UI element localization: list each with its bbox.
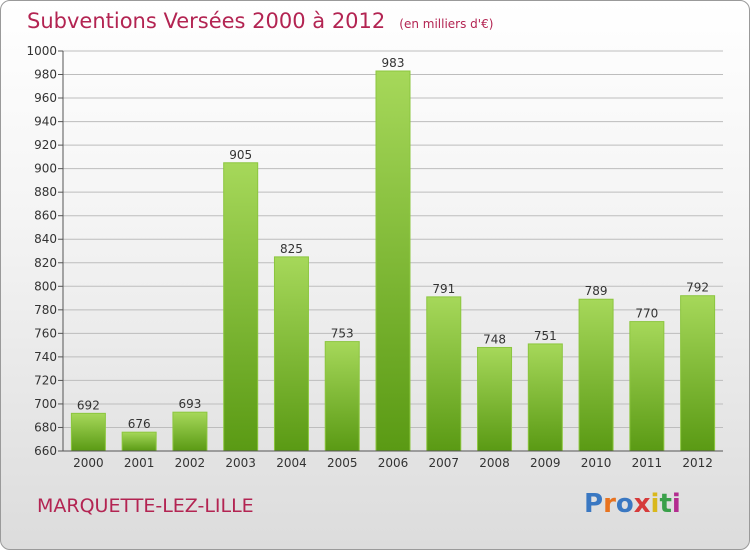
y-tick-label-780: 780 [34,303,57,317]
bar-2001 [121,431,157,452]
value-label-2010: 789 [585,284,608,298]
x-tick-label-2012: 2012 [682,456,713,470]
x-tick-label-2001: 2001 [124,456,155,470]
x-tick-label-2000: 2000 [73,456,104,470]
bar-layer: 692 676 693 905 825 753 983 791 748 751 789 770 792 [70,56,716,452]
bar-2003 [223,162,259,452]
y-tick-label-1000: 1000 [26,44,57,58]
value-label-2008: 748 [483,332,506,346]
value-label-2005: 753 [331,327,354,341]
y-tick-label-720: 720 [34,373,57,387]
proxiti-logo[interactable]: Proxiti [584,489,681,519]
bar-2012 [680,295,716,452]
chart-title: Subventions Versées 2000 à 2012 [27,9,386,33]
bar-2010 [578,298,614,452]
bar-2011 [629,321,665,452]
axis-layer: 660 680 700 720 740 760 780 800 820 840 860 880 900 9… [26,44,723,470]
y-tick-label-740: 740 [34,350,57,364]
value-label-2003: 905 [229,148,252,162]
bar-2009 [527,343,563,452]
x-tick-label-2009: 2009 [530,456,561,470]
x-tick-label-2004: 2004 [276,456,307,470]
x-tick-label-2002: 2002 [175,456,206,470]
y-tick-label-900: 900 [34,162,57,176]
y-tick-label-860: 860 [34,209,57,223]
value-label-2009: 751 [534,329,557,343]
y-tick-label-820: 820 [34,256,57,270]
x-tick-label-2008: 2008 [479,456,510,470]
value-label-2012: 792 [686,281,709,295]
y-tick-label-880: 880 [34,185,57,199]
y-tick-label-660: 660 [34,444,57,458]
y-tick-label-760: 760 [34,326,57,340]
bar-2006 [375,70,411,452]
logo-letter: x [633,489,651,519]
logo-letter: r [603,489,616,519]
bar-2000 [70,412,106,452]
logo-letter: P [584,489,604,519]
value-label-2001: 676 [128,417,151,431]
logo-letter: t [659,489,672,519]
x-tick-label-2006: 2006 [378,456,409,470]
bar-2005 [324,341,360,452]
bar-2002 [172,411,208,452]
y-tick-label-800: 800 [34,279,57,293]
value-label-2011: 770 [635,307,658,321]
logo-letter: o [615,489,634,519]
value-label-2006: 983 [382,56,405,70]
value-label-2007: 791 [432,282,455,296]
y-tick-label-840: 840 [34,232,57,246]
y-tick-label-700: 700 [34,397,57,411]
y-tick-label-980: 980 [34,68,57,82]
commune-name: MARQUETTE-LEZ-LILLE [37,495,254,517]
y-tick-label-680: 680 [34,420,57,434]
bar-2004 [273,256,309,452]
logo-letter: i [671,489,681,519]
x-tick-label-2007: 2007 [428,456,459,470]
logo-letter: i [650,489,660,519]
x-tick-label-2003: 2003 [225,456,256,470]
bar-2008 [477,346,513,452]
x-tick-label-2005: 2005 [327,456,358,470]
y-tick-label-920: 920 [34,138,57,152]
bar-2007 [426,296,462,452]
title-row: Subventions Versées 2000 à 2012 (en mill… [27,9,493,33]
chart-subtitle: (en milliers d'€) [399,17,494,31]
x-tick-label-2010: 2010 [581,456,612,470]
value-label-2004: 825 [280,242,303,256]
y-tick-label-960: 960 [34,91,57,105]
y-tick-label-940: 940 [34,115,57,129]
value-label-2000: 692 [77,398,100,412]
x-tick-label-2011: 2011 [632,456,663,470]
value-label-2002: 693 [178,397,201,411]
